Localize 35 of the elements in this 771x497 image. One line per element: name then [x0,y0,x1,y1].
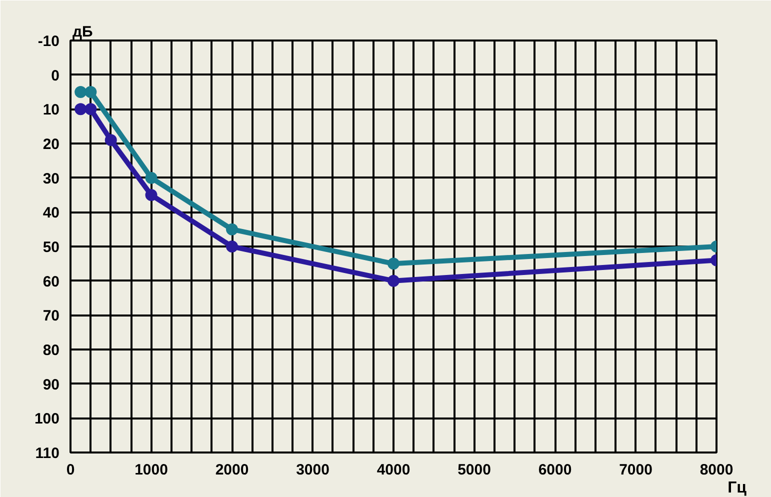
x-axis-title: Гц [728,480,747,496]
point [84,86,97,98]
x-tick-label: 6000 [538,462,572,478]
y-tick-label: 70 [42,308,60,325]
point [74,103,87,116]
y-tick-label: 100 [34,410,60,428]
point [226,223,238,236]
y-tick-label: -10 [38,33,60,50]
x-tick-label: 2000 [215,462,249,478]
y-tick-label: 10 [42,102,60,119]
y-tick-label: 80 [42,342,60,359]
point [84,103,97,116]
x-tick-label: 5000 [458,462,491,478]
y-tick-label: 40 [42,204,60,222]
point [145,189,158,201]
y-tick-label: 50 [42,239,60,256]
y-tick-label: 90 [42,376,60,394]
x-tick-label: 8000 [700,462,734,478]
x-tick-label: 4000 [376,462,410,478]
x-tick-label: 7000 [619,462,652,478]
point [145,172,158,184]
point [104,134,117,146]
y-tick-label: 30 [42,170,60,188]
x-tick-label: 0 [66,462,75,478]
point [388,258,400,270]
x-tick-label: 1000 [134,462,168,478]
point [226,240,238,252]
point [74,86,87,98]
y-tick-label: 0 [51,67,60,84]
y-axis-title: дБ [72,24,94,40]
x-tick-label: 3000 [296,462,330,478]
y-tick-label: 20 [42,136,60,153]
point [388,274,400,287]
y-tick-label: 110 [35,445,60,462]
y-tick-label: 60 [42,273,60,290]
